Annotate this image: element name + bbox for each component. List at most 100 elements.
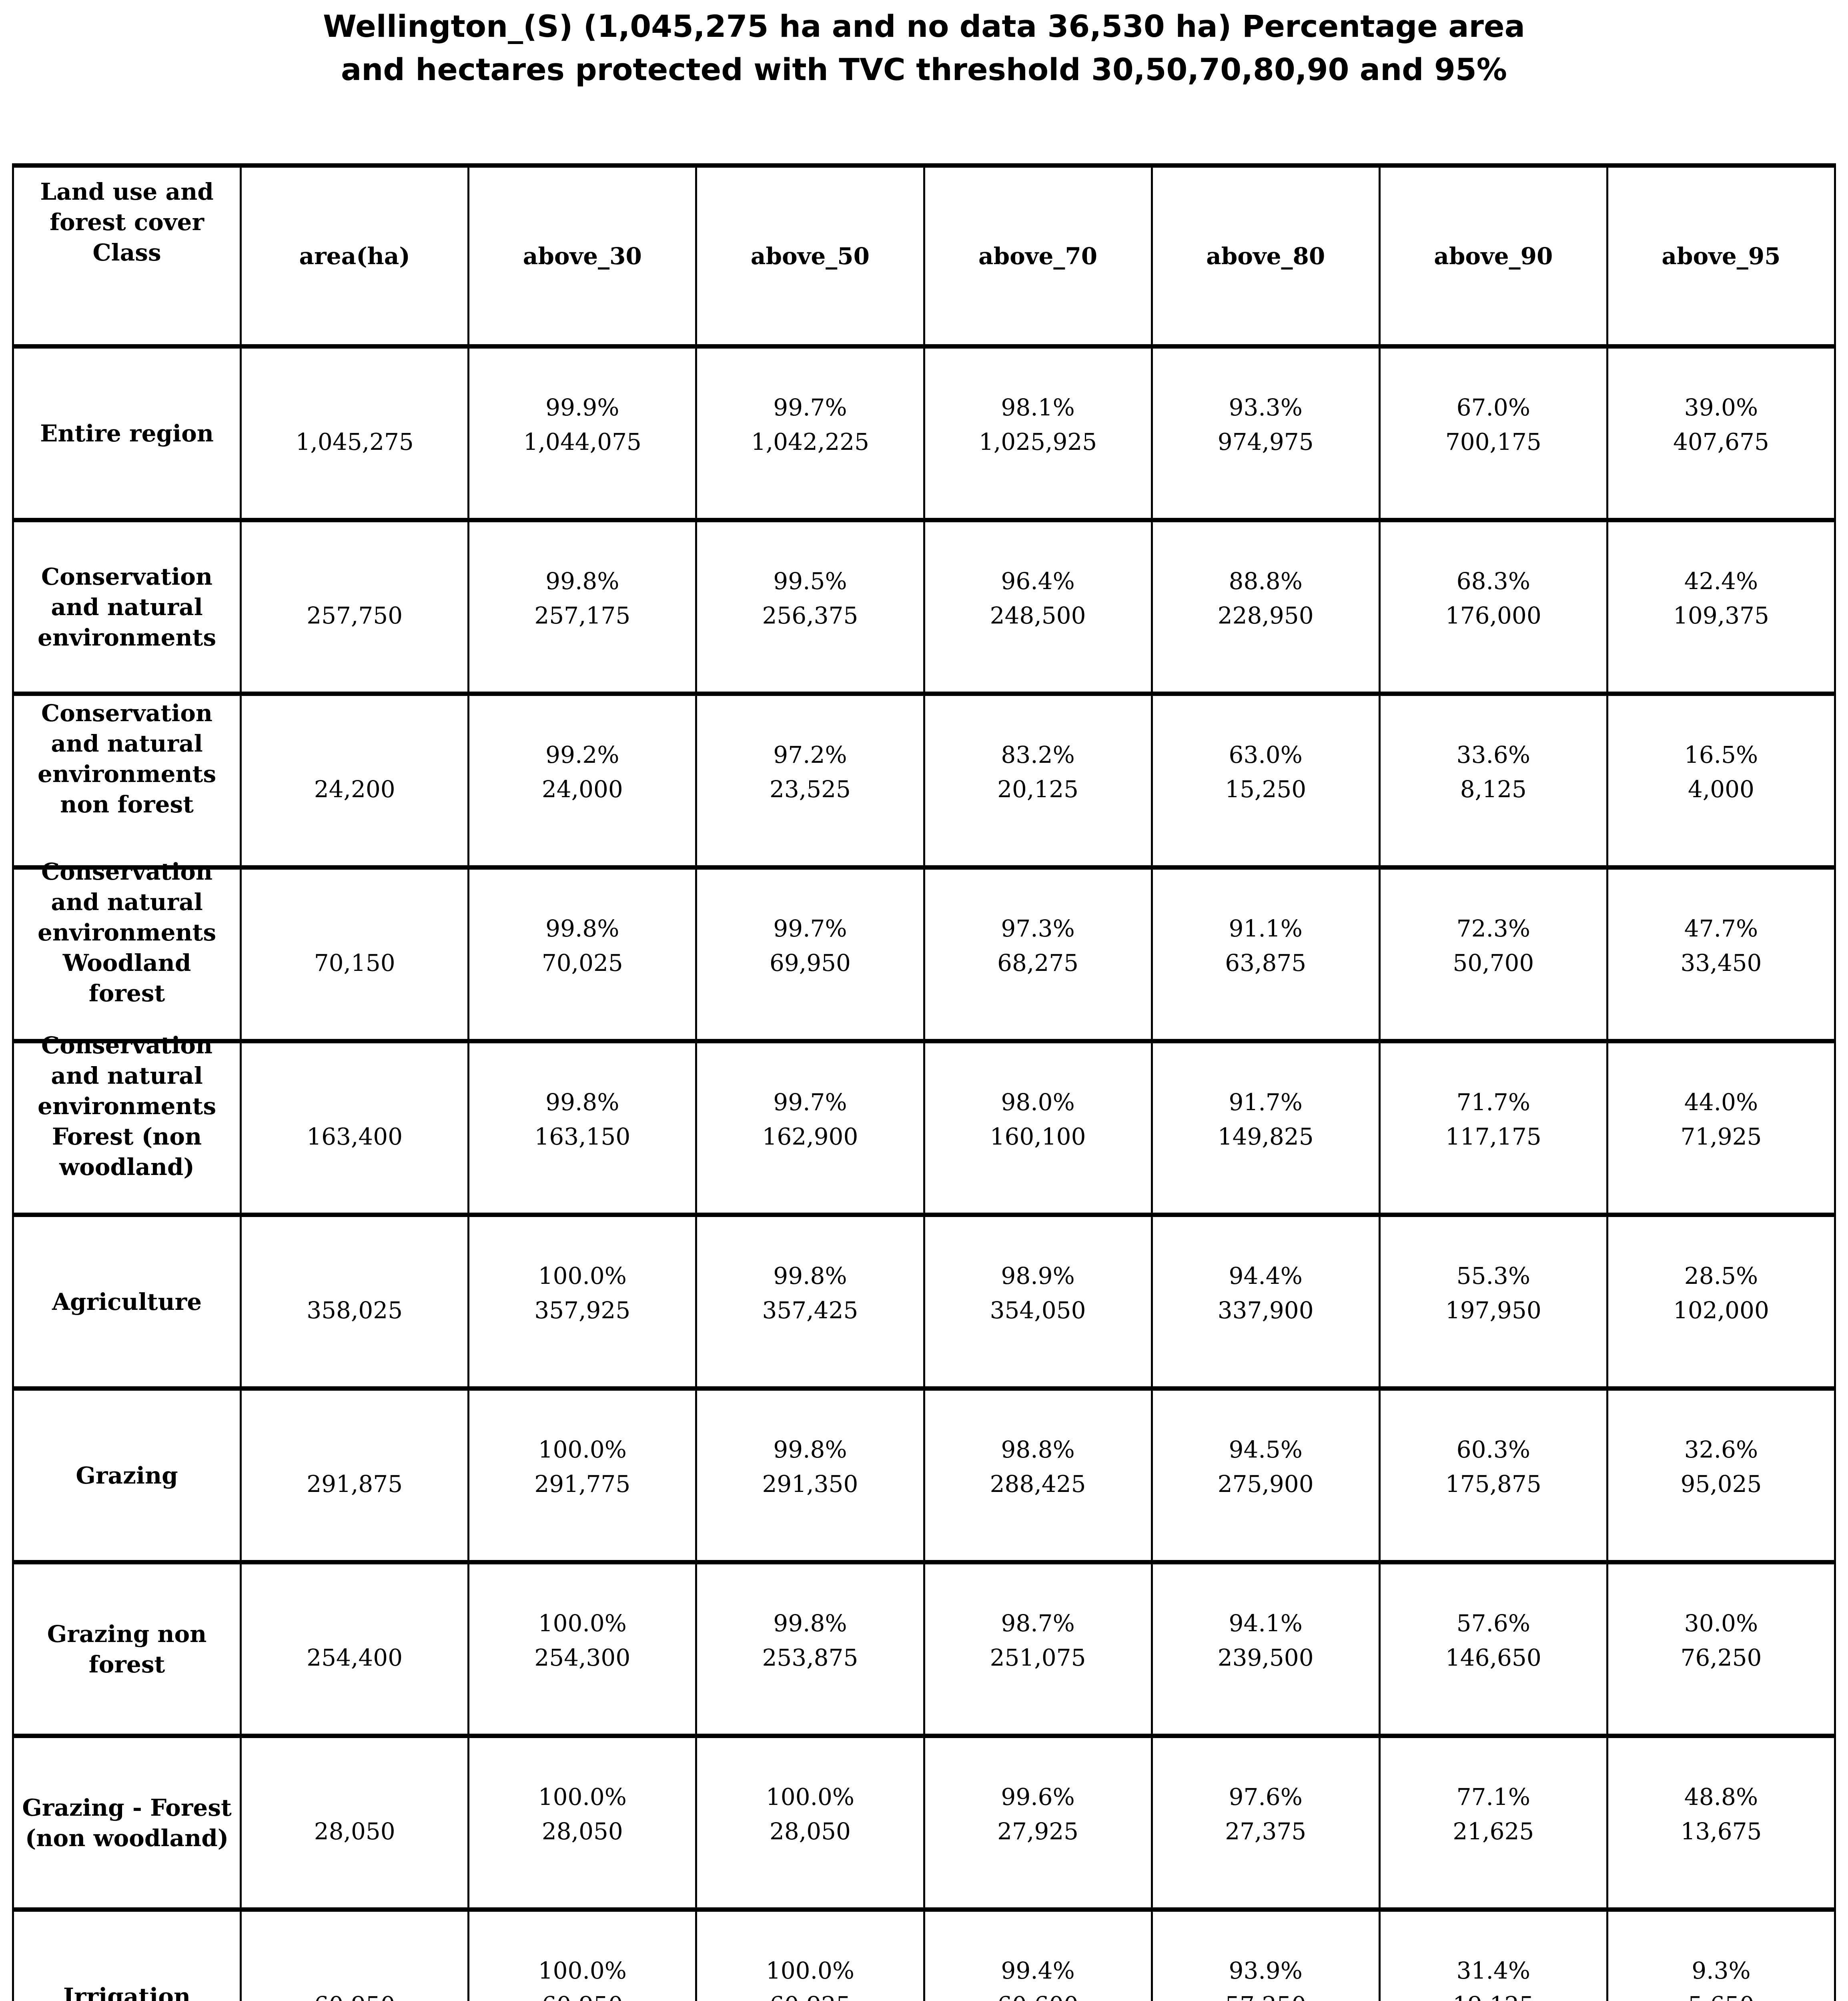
data-cell: 63.0% 15,250 (1150, 692, 1381, 870)
table-body: Entire region 1,045,275 99.9% 1,044,075 99.… (12, 344, 1836, 2001)
percent-value: 31.4% (1456, 1957, 1530, 1984)
data-cell: 97.6% 27,375 (1150, 1734, 1381, 1912)
column-header-label: above_90 (1434, 242, 1553, 270)
area-cell: 28,050 (240, 1734, 470, 1912)
hectares-value: 275,900 (1217, 1470, 1314, 1498)
hectares-value: 60,600 (932, 1988, 1144, 2001)
row-label-cell: Grazing (12, 1386, 242, 1564)
data-cell: 99.2% 24,000 (467, 692, 698, 870)
area-cell: 257,750 (240, 518, 470, 696)
area-value: 257,750 (307, 602, 403, 629)
percent-value: 99.7% (773, 393, 847, 421)
hectares-value: 21,625 (1453, 1817, 1534, 1845)
area-cell: 24,200 (240, 692, 470, 870)
row-label: Agriculture (52, 1288, 202, 1315)
row-label-cell: Conservation and natural environments Wo… (12, 858, 242, 1043)
hectares-value: 63,875 (1225, 949, 1307, 976)
hectares-value: 407,675 (1673, 428, 1769, 455)
hectares-value: 248,500 (990, 602, 1086, 629)
data-cell: 97.3% 68,275 (923, 865, 1153, 1043)
data-cell: 30.0% 76,250 (1606, 1560, 1836, 1738)
percent-value: 88.8% (1229, 567, 1303, 595)
percent-value: 99.8% (545, 1088, 619, 1116)
data-cell: 98.0% 160,100 (923, 1039, 1153, 1217)
hectares-value: 57,250 (1160, 1988, 1371, 2001)
data-cell: 99.4% 60,600 (923, 1907, 1153, 2001)
data-cell: 99.8% 253,875 (695, 1560, 925, 1738)
area-value: 254,400 (307, 1644, 403, 1671)
hectares-value: 974,975 (1217, 428, 1314, 455)
data-table: Land use and forest cover Class area(ha) a… (12, 163, 1836, 2001)
hectares-value: 700,175 (1445, 428, 1541, 455)
hectares-value: 1,042,225 (751, 428, 870, 455)
hectares-value: 162,900 (762, 1123, 858, 1150)
hectares-value: 1,044,075 (523, 428, 641, 455)
data-cell: 57.6% 146,650 (1378, 1560, 1608, 1738)
percent-value: 77.1% (1456, 1783, 1530, 1811)
hectares-value: 146,650 (1445, 1644, 1541, 1671)
table-row: Agriculture 358,025 100.0% 357,925 99.8% 357… (12, 1213, 1836, 1391)
data-cell: 71.7% 117,175 (1378, 1039, 1608, 1217)
hectares-value: 176,000 (1445, 602, 1541, 629)
data-cell: 99.8% 291,350 (695, 1386, 925, 1564)
percent-value: 99.6% (1001, 1783, 1075, 1811)
hectares-value: 27,375 (1225, 1817, 1307, 1845)
column-header: above_80 (1150, 163, 1381, 349)
area-value: 358,025 (307, 1296, 403, 1324)
data-cell: 47.7% 33,450 (1606, 865, 1836, 1043)
hectares-value: 149,825 (1217, 1123, 1314, 1150)
area-cell: 291,875 (240, 1386, 470, 1564)
hectares-value: 19,125 (1388, 1988, 1599, 2001)
percent-value: 91.7% (1229, 1088, 1303, 1116)
row-label-cell: Agriculture (12, 1213, 242, 1391)
row-label: Entire region (40, 419, 214, 447)
data-cell: 98.9% 354,050 (923, 1213, 1153, 1391)
area-value: 70,150 (314, 949, 395, 976)
percent-value: 48.8% (1684, 1783, 1758, 1811)
data-cell: 96.4% 248,500 (923, 518, 1153, 696)
hectares-value: 239,500 (1217, 1644, 1314, 1671)
column-header: area(ha) (240, 163, 470, 349)
percent-value: 100.0% (538, 1262, 627, 1289)
percent-value: 99.5% (773, 567, 847, 595)
data-cell: 94.4% 337,900 (1150, 1213, 1381, 1391)
row-label: Conservation and natural environments (38, 563, 216, 651)
data-cell: 91.1% 63,875 (1150, 865, 1381, 1043)
column-header: above_30 (467, 163, 698, 349)
hectares-value: 1,025,925 (978, 428, 1097, 455)
percent-value: 100.0% (766, 1957, 855, 1984)
percent-value: 100.0% (766, 1783, 855, 1811)
hectares-value: 291,775 (534, 1470, 631, 1498)
data-cell: 77.1% 21,625 (1378, 1734, 1608, 1912)
hectares-value: 251,075 (990, 1644, 1086, 1671)
percent-value: 99.2% (545, 741, 619, 768)
data-cell: 99.7% 162,900 (695, 1039, 925, 1217)
data-cell: 55.3% 197,950 (1378, 1213, 1608, 1391)
hectares-value: 60,925 (704, 1988, 916, 2001)
table-row: Entire region 1,045,275 99.9% 1,044,075 99.… (12, 344, 1836, 522)
hectares-value: 357,925 (534, 1296, 631, 1324)
area-value: 163,400 (307, 1123, 403, 1150)
percent-value: 96.4% (1001, 567, 1075, 595)
hectares-value: 13,675 (1680, 1817, 1762, 1845)
data-cell: 98.1% 1,025,925 (923, 344, 1153, 522)
hectares-value: 117,175 (1445, 1123, 1541, 1150)
column-header: above_90 (1378, 163, 1608, 349)
hectares-value: 253,875 (762, 1644, 858, 1671)
data-cell: 39.0% 407,675 (1606, 344, 1836, 522)
data-cell: 99.8% 163,150 (467, 1039, 698, 1217)
hectares-value: 33,450 (1680, 949, 1762, 976)
percent-value: 83.2% (1001, 741, 1075, 768)
percent-value: 72.3% (1456, 914, 1530, 942)
column-header: above_50 (695, 163, 925, 349)
hectares-value: 28,050 (769, 1817, 851, 1845)
percent-value: 28.5% (1684, 1262, 1758, 1289)
percent-value: 67.0% (1456, 393, 1530, 421)
hectares-value: 20,125 (997, 775, 1079, 803)
area-cell: 70,150 (240, 865, 470, 1043)
data-cell: 100.0% 60,950 (467, 1907, 698, 2001)
data-cell: 98.7% 251,075 (923, 1560, 1153, 1738)
percent-value: 57.6% (1456, 1609, 1530, 1637)
area-cell: 1,045,275 (240, 344, 470, 522)
row-label-cell: Grazing non forest (12, 1560, 242, 1738)
